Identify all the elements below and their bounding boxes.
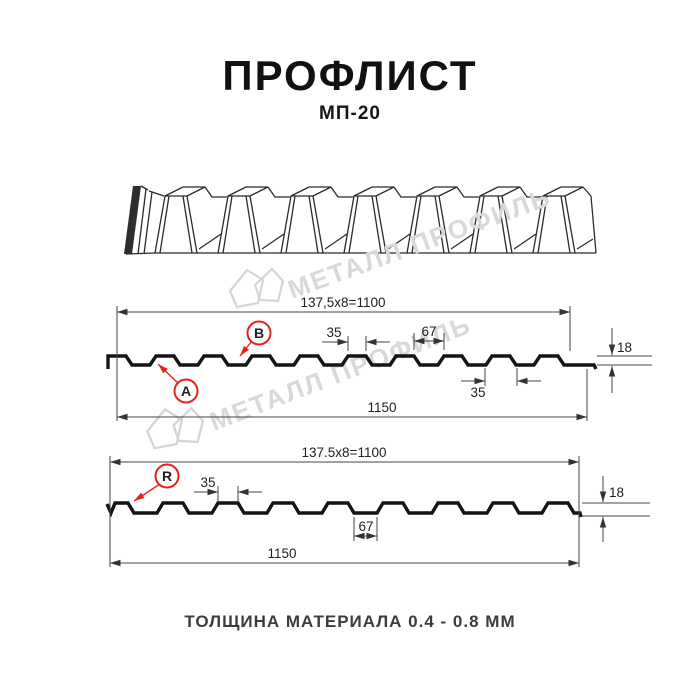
valley-dim-label-r: 67 [358, 519, 373, 534]
point-marker-r: R [133, 463, 180, 502]
profile-model-subtitle: МП-20 [319, 103, 381, 124]
dim-valley-a: 67 [413, 324, 445, 350]
dim-crest-top-a: 35 [322, 325, 390, 351]
sheet-3d-drawing [124, 185, 597, 255]
crest-bottom-label-a: 35 [470, 385, 485, 400]
span-dim-label-r: 137.5x8=1100 [302, 445, 387, 460]
dim-span-a: 137,5x8=1100 [116, 295, 571, 421]
page-title: ПРОФЛИСТ [222, 52, 478, 99]
span-dim-label-a: 137,5x8=1100 [301, 295, 386, 310]
dim-total-width-a: 1150 [117, 369, 588, 421]
dim-height-r: 18 [582, 476, 650, 542]
valley-front-edges [125, 195, 597, 255]
rib-inner-edges [159, 195, 571, 254]
point-r-label: R [162, 468, 172, 484]
point-b-label: В [254, 325, 264, 341]
material-thickness-note: ТОЛЩИНА МАТЕРИАЛА 0.4 - 0.8 ММ [184, 612, 516, 631]
point-a-label: А [181, 383, 191, 399]
left-cut-edge [124, 186, 141, 254]
profile-section-r: 137.5x8=1100 1150 35 67 [105, 445, 650, 567]
dim-span-r: 137.5x8=1100 [109, 445, 580, 567]
height-dim-label-a: 18 [617, 340, 632, 355]
metall-profil-logo [228, 267, 285, 309]
dim-crest-bottom-a: 35 [461, 368, 541, 400]
dim-total-width-r: 1150 [110, 546, 579, 567]
total-width-label-a: 1150 [367, 400, 396, 415]
valley-dim-label-a: 67 [421, 324, 436, 339]
sheet-3d-back-lines [148, 186, 594, 250]
left-edge-lines [137, 185, 153, 255]
point-marker-b: В [239, 320, 272, 357]
profile-section-a: 137,5x8=1100 1150 35 67 [106, 295, 652, 421]
rib-front-faces [154, 195, 576, 254]
dim-height-a: 18 [597, 328, 652, 393]
crest-dim-label-r: 35 [200, 475, 215, 490]
height-dim-label-r: 18 [609, 485, 624, 500]
total-width-label-r: 1150 [267, 546, 296, 561]
profile-a-outline [106, 354, 598, 370]
profile-r-outline [105, 501, 583, 518]
crest-dim-label-a: 35 [326, 325, 341, 340]
metall-profil-logo [145, 406, 205, 450]
dim-crest-top-r: 35 [194, 475, 262, 501]
point-marker-a: А [157, 363, 199, 404]
dim-valley-r: 67 [353, 517, 378, 541]
